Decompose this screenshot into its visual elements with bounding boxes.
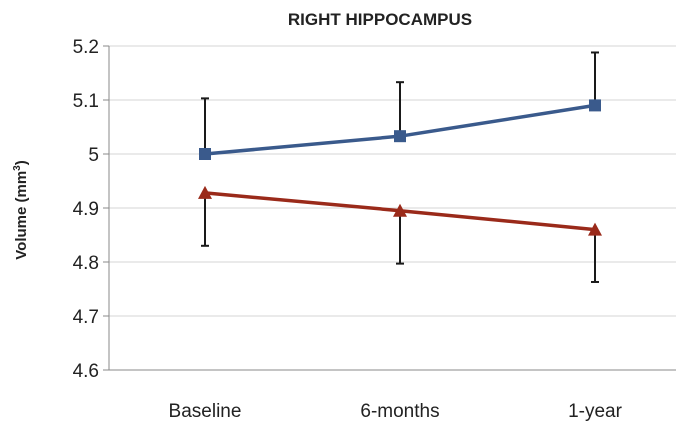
- y-axis-label-close: ): [13, 160, 30, 165]
- y-tick-label: 5.1: [73, 91, 99, 112]
- data-point-square: [589, 99, 601, 112]
- data-point-triangle: [588, 222, 602, 236]
- y-tick-labels: 4.6 4.7 4.8 4.9 5 5.1 5.2: [73, 37, 99, 382]
- y-tick-label: 4.7: [73, 307, 99, 328]
- y-tick-label: 5: [88, 145, 99, 166]
- y-tick-label: 4.8: [73, 253, 99, 274]
- x-tick-label: 1-year: [568, 401, 623, 422]
- series-2: [198, 185, 602, 283]
- x-tick-label: Baseline: [169, 401, 242, 422]
- gridlines: [109, 45, 676, 317]
- data-point-square: [394, 130, 406, 143]
- data-point-triangle: [393, 203, 407, 217]
- series-1: [199, 51, 601, 160]
- series: [198, 51, 602, 283]
- y-tick-label: 4.6: [73, 361, 99, 382]
- data-point-triangle: [198, 185, 212, 199]
- y-axis-label-superscript: 3: [12, 165, 23, 171]
- x-tick-labels: Baseline 6-months 1-year: [169, 401, 623, 422]
- y-tick-label: 4.9: [73, 199, 99, 220]
- data-point-square: [199, 148, 211, 160]
- chart-title: RIGHT HIPPOCAMPUS: [288, 10, 472, 29]
- axes: [103, 45, 676, 371]
- y-tick-label: 5.2: [73, 37, 99, 58]
- y-axis-label-text: Volume (mm: [13, 171, 30, 260]
- x-tick-label: 6-months: [360, 401, 439, 422]
- y-axis-label: Volume (mm3): [12, 160, 30, 259]
